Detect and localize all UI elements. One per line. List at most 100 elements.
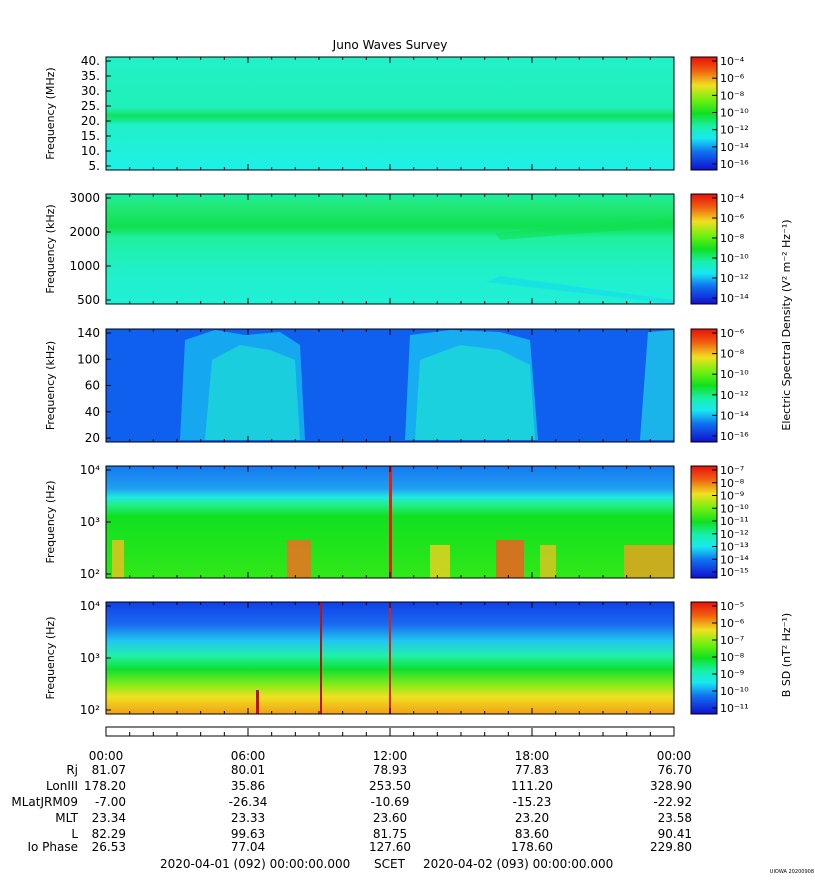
ephemeris-value: 178.20	[84, 779, 126, 793]
footer-end-time: 2020-04-02 (093) 00:00:00.000	[423, 857, 613, 871]
ephemeris-value: 178.60	[511, 840, 553, 854]
y-tick-label: 100	[77, 352, 100, 366]
panel-2-descending-feature	[486, 276, 674, 304]
ephemeris-label: MLT	[55, 811, 78, 825]
ephemeris-value: 23.34	[92, 811, 126, 825]
colorbar-tick-label: 10⁻¹⁰	[720, 252, 749, 265]
y-axis-label: Frequency (Hz)	[44, 617, 57, 700]
ephemeris-label: LonIII	[46, 779, 78, 793]
panel-2-heatmap	[106, 194, 674, 304]
ephemeris-value: -10.69	[371, 795, 410, 809]
footer-credit: UIOWA 20200908	[770, 869, 814, 875]
ephemeris-value: 111.20	[511, 779, 553, 793]
y-tick-label: 25.	[81, 99, 100, 113]
ephemeris-value: 26.53	[92, 840, 126, 854]
ephemeris-value: 76.70	[658, 763, 692, 777]
ephemeris-value: -26.34	[229, 795, 268, 809]
colorbar-2	[690, 193, 718, 305]
colorbar-tick-label: 10⁻¹⁶	[720, 430, 749, 443]
colorbar-tick-label: 10⁻¹³	[720, 541, 749, 554]
colorbar-tick-label: 10⁻¹⁴	[720, 292, 749, 305]
y-tick-label: 140	[77, 326, 100, 340]
colorbar-tick-label: 10⁻¹²	[720, 124, 749, 137]
colorbar-tick-label: 10⁻¹⁴	[720, 553, 749, 566]
figure-title: Juno Waves Survey	[332, 38, 448, 52]
y-axis-label: Frequency (kHz)	[44, 341, 57, 430]
ephemeris-label: MLatJRM09	[11, 795, 78, 809]
colorbar-tick-label: 10⁻¹⁶	[720, 158, 749, 171]
colorbar-tick-label: 10⁻¹¹	[720, 515, 749, 528]
colorbar-1	[690, 56, 718, 171]
ephemeris-value: 127.60	[369, 840, 411, 854]
ephemeris-value: 253.50	[369, 779, 411, 793]
colorbar-tick-label: 10⁻⁹	[720, 490, 744, 503]
colorbar-tick-label: 10⁻⁴	[720, 192, 745, 205]
colorbar-tick-label: 10⁻⁴	[720, 55, 745, 68]
colorbar-tick-label: 10⁻⁷	[720, 464, 744, 477]
y-tick-label: 10²	[80, 567, 100, 581]
colorbar-tick-label: 10⁻¹²	[720, 272, 749, 285]
colorbar-tick-label: 10⁻⁶	[720, 72, 745, 85]
y-tick-label: 10³	[80, 651, 100, 665]
colorbar-tick-label: 10⁻¹⁰	[720, 502, 749, 515]
y-axes: 40.35.30.25.20.15.10.5. Frequency (MHz) 30…	[44, 54, 111, 717]
time-axis-ticks: 00:00 06:00 12:00 18:00 00:00	[89, 728, 692, 763]
ephemeris-value: 80.01	[231, 763, 265, 777]
y-tick-label: 40	[85, 405, 100, 419]
colorbar-tick-label: 10⁻⁶	[720, 327, 745, 340]
panel-2-band-shift	[495, 218, 674, 240]
y-tick-label: 10³	[80, 515, 100, 529]
colorbar-3	[690, 328, 718, 443]
ephemeris-value: 35.86	[231, 779, 265, 793]
colorbar-tick-label: 10⁻¹⁵	[720, 566, 749, 579]
ephemeris-value: -15.23	[513, 795, 552, 809]
colorbar-tick-label: 10⁻¹⁰	[720, 685, 749, 698]
x-ticks	[105, 57, 675, 714]
ephemeris-value: 229.80	[650, 840, 692, 854]
ephemeris-value: -22.92	[653, 795, 692, 809]
colorbar-tick-label: 10⁻⁸	[720, 477, 745, 490]
colorbar-tick-label: 10⁻¹⁴	[720, 141, 749, 154]
ephemeris-label: L	[71, 827, 78, 841]
ephemeris-value: 23.20	[515, 811, 549, 825]
time-tick-label: 12:00	[373, 749, 408, 763]
time-tick-label: 00:00	[657, 749, 692, 763]
y-axis-label: Frequency (MHz)	[44, 67, 57, 159]
colorbars: 10⁻⁴ 10⁻⁶ 10⁻⁸ 10⁻¹⁰ 10⁻¹² 10⁻¹⁴ 10⁻¹⁶ 10⁻⁴ 10⁻⁶…	[690, 55, 749, 715]
y-tick-label: 10⁴	[80, 463, 100, 477]
colorbar-tick-label: 10⁻¹²	[720, 528, 749, 541]
y-tick-label: 15.	[81, 129, 100, 143]
ephemeris-value: 81.75	[373, 827, 407, 841]
ephemeris-value: 81.07	[92, 763, 126, 777]
y-tick-label: 10⁴	[80, 599, 100, 613]
colorbar-label-b-sd: B SD (nT² Hz⁻¹)	[780, 613, 793, 697]
y-tick-label: 3000	[69, 191, 100, 205]
ephemeris-value: 83.60	[515, 827, 549, 841]
y-tick-label: 20.	[81, 114, 100, 128]
panel-5-features	[256, 602, 391, 714]
colorbar-tick-label: 10⁻¹¹	[720, 702, 749, 715]
colorbar-tick-label: 10⁻¹²	[720, 389, 749, 402]
panel-4-features	[112, 466, 674, 578]
ephemeris-label: Rj	[66, 763, 78, 777]
colorbar-tick-label: 10⁻¹⁰	[720, 368, 749, 381]
ephemeris-value: -7.00	[95, 795, 126, 809]
colorbar-tick-label: 10⁻⁸	[720, 232, 745, 245]
y-tick-label: 500	[77, 293, 100, 307]
y-tick-label: 35.	[81, 69, 100, 83]
ephemeris-value: 328.90	[650, 779, 692, 793]
ephemeris-value: 78.93	[373, 763, 407, 777]
ephemeris-value: 23.33	[231, 811, 265, 825]
colorbar-tick-label: 10⁻⁵	[720, 600, 744, 613]
footer-scet: SCET	[374, 857, 406, 871]
y-tick-label: 2000	[69, 225, 100, 239]
y-tick-label: 10.	[81, 144, 100, 158]
y-tick-label: 10²	[80, 703, 100, 717]
y-axis-label: Frequency (kHz)	[44, 204, 57, 293]
colorbar-tick-label: 10⁻⁸	[720, 348, 745, 361]
ephemeris-value: 82.29	[92, 827, 126, 841]
ephemeris-table: Rj 81.07 80.01 78.93 77.83 76.70 LonIII 178.20 3…	[11, 763, 692, 854]
colorbar-tick-label: 10⁻⁶	[720, 212, 745, 225]
colorbar-tick-label: 10⁻⁹	[720, 668, 744, 681]
